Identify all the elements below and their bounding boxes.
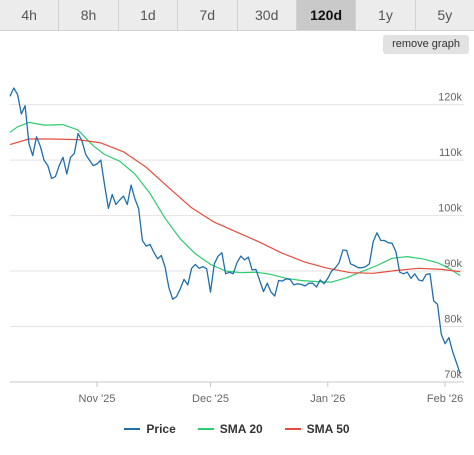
y-tick-label: 90k	[444, 258, 462, 270]
legend-item-sma-50[interactable]: SMA 50	[284, 422, 350, 436]
y-tick-label: 70k	[444, 369, 462, 381]
tab-8h[interactable]: 8h	[59, 0, 119, 30]
chart-legend: Price SMA 20 SMA 50	[0, 419, 474, 439]
tab-7d[interactable]: 7d	[178, 0, 238, 30]
tab-5y[interactable]: 5y	[415, 0, 474, 30]
tab-1y[interactable]: 1y	[356, 0, 416, 30]
y-tick-label: 110k	[439, 147, 463, 159]
legend-item-sma-20[interactable]: SMA 20	[197, 422, 263, 436]
tab-4h[interactable]: 4h	[0, 0, 60, 30]
series-line-sma-50	[9, 138, 461, 274]
x-tick-label: Jan '26	[310, 393, 345, 405]
tab-1d[interactable]: 1d	[118, 0, 179, 30]
legend-label: SMA 20	[219, 422, 263, 436]
y-tick-label: 80k	[444, 314, 462, 326]
series-line-sma-20	[9, 121, 461, 283]
legend-label: Price	[146, 422, 176, 436]
x-tick-label: Dec '25	[192, 393, 229, 405]
y-tick-label: 100k	[438, 203, 462, 215]
tab-30d[interactable]: 30d	[237, 0, 297, 30]
legend-label: SMA 50	[306, 422, 350, 436]
tab-120d[interactable]: 120d	[296, 0, 357, 30]
legend-swatch	[284, 428, 301, 430]
x-tick-label: Nov '25	[79, 393, 116, 405]
price-chart: 70k 80k 90k 100k 110k 120k Nov '25 Dec '25 Jan '…	[9, 87, 464, 405]
remove-graph-button[interactable]: remove graph	[383, 35, 469, 54]
y-tick-label: 120k	[438, 92, 462, 104]
timeframe-tabs: 4h 8h 1d 7d 30d 120d 1y 5y	[0, 0, 474, 31]
legend-swatch	[124, 428, 141, 430]
legend-item-price[interactable]: Price	[124, 422, 176, 436]
legend-swatch	[197, 428, 214, 430]
series-line-price	[9, 87, 461, 374]
x-tick-label: Feb '26	[427, 393, 463, 405]
